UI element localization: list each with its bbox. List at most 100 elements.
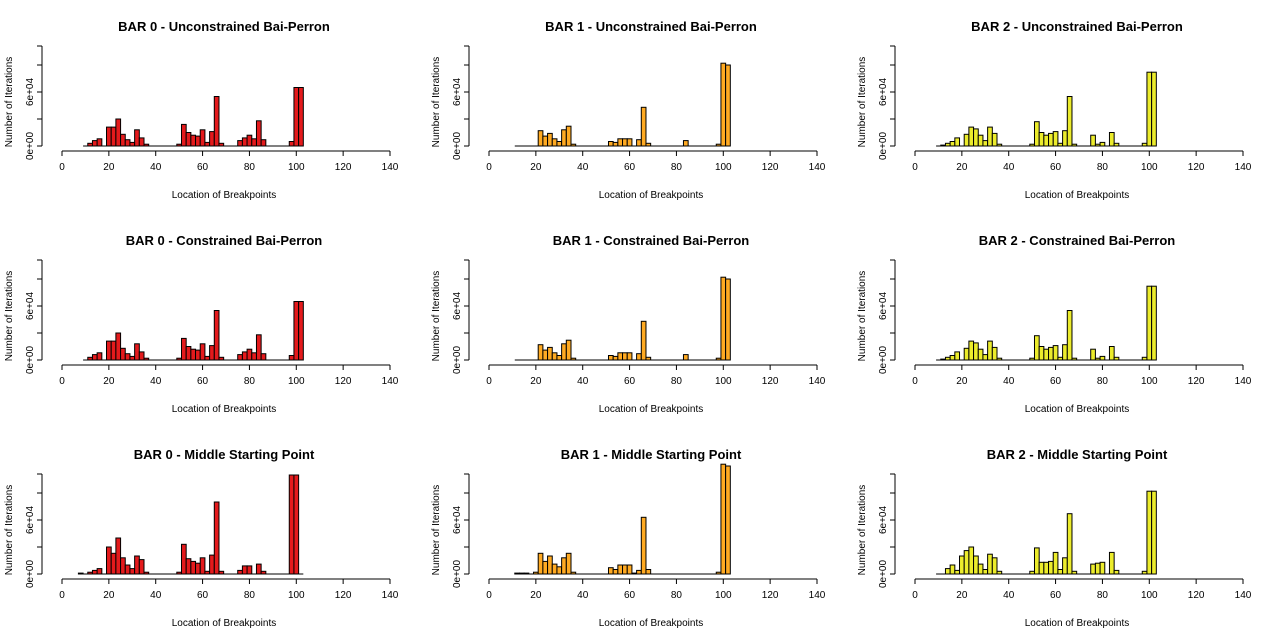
x-tick-label: 120 (762, 376, 779, 387)
histogram-bar (129, 568, 136, 575)
chart-title: BAR 1 - Unconstrained Bai-Perron (545, 19, 757, 34)
x-tick-label: 60 (624, 376, 636, 387)
y-tick-label: 6e+04 (878, 292, 889, 321)
histogram-bar (944, 568, 951, 575)
histogram-bar (607, 141, 614, 147)
y-tick-label: 6e+04 (878, 78, 889, 107)
histogram-bar (138, 559, 145, 575)
histogram-bar (1090, 563, 1096, 575)
chart-panel-0-2: BAR 2 - Unconstrained Bai-Perron 0 20 40 60 8… (857, 19, 1252, 201)
histogram-bar (110, 552, 117, 575)
x-tick-label: 0 (59, 376, 65, 387)
histogram-bar (180, 123, 187, 147)
histogram-bar (636, 569, 642, 575)
x-tick-label: 40 (150, 590, 162, 601)
histogram-bar (246, 348, 253, 361)
y-tick-label: 6e+04 (25, 78, 36, 107)
y-axis-label: Number of Iterations (4, 271, 15, 362)
histogram-bar (1033, 335, 1040, 361)
histogram-bar (195, 349, 201, 361)
chart-panel-1-0: BAR 0 - Constrained Bai-Perron 0 20 40 60 80 1… (4, 233, 399, 415)
histogram-bar (115, 118, 122, 147)
histogram-bar (968, 340, 975, 361)
histogram-bar (1090, 134, 1096, 147)
histogram-bar (982, 140, 989, 147)
chart-title: BAR 2 - Middle Starting Point (987, 447, 1168, 462)
chart-title: BAR 2 - Unconstrained Bai-Perron (971, 19, 1183, 34)
histogram-bar (1052, 551, 1059, 575)
histogram-bar (987, 340, 993, 361)
histogram-bar (547, 132, 553, 147)
chart-panel-2-0: BAR 0 - Middle Starting Point 0 20 40 60 80 10… (4, 447, 399, 629)
histogram-bar (565, 552, 572, 575)
histogram-bar (180, 337, 187, 361)
histogram-bar (968, 546, 975, 575)
x-tick-label: 80 (244, 376, 256, 387)
x-axis-label: Location of Breakpoints (1025, 404, 1130, 415)
y-tick-label: 0e+00 (452, 346, 463, 375)
histogram-bar (1066, 310, 1073, 361)
x-tick-label: 120 (762, 590, 779, 601)
histogram-bar (565, 125, 572, 147)
histogram-bar (134, 555, 140, 575)
y-axis-label: Number of Iterations (857, 57, 868, 148)
x-tick-label: 40 (150, 376, 162, 387)
histogram-bar (185, 558, 192, 575)
x-tick-label: 140 (809, 162, 826, 173)
histogram-bar (547, 555, 553, 575)
histogram-bar (720, 62, 727, 147)
x-tick-label: 120 (762, 162, 779, 173)
y-tick-label: 0e+00 (452, 132, 463, 161)
x-tick-label: 0 (59, 162, 65, 173)
histogram-bar (1062, 557, 1068, 575)
x-tick-label: 80 (1097, 376, 1109, 387)
x-tick-label: 100 (288, 376, 305, 387)
histogram-bar (209, 554, 215, 575)
histogram-bar (973, 128, 979, 147)
x-tick-label: 20 (956, 590, 968, 601)
histogram-bar (612, 141, 619, 147)
histogram-bar (209, 345, 215, 361)
x-tick-label: 120 (335, 376, 352, 387)
histogram-bar (977, 134, 984, 147)
histogram-bar (237, 140, 243, 147)
y-tick-label: 0e+00 (452, 560, 463, 589)
histogram-bar (1108, 132, 1115, 147)
x-tick-label: 140 (809, 590, 826, 601)
x-tick-label: 100 (288, 590, 305, 601)
x-tick-label: 100 (1141, 162, 1158, 173)
x-tick-label: 140 (1235, 162, 1252, 173)
histogram-bar (129, 141, 136, 147)
histogram-bar (1038, 132, 1045, 147)
histogram-bar (241, 351, 248, 361)
y-tick-label: 6e+04 (452, 292, 463, 321)
histogram-bar (195, 562, 201, 575)
chart-panel-0-0: BAR 0 - Unconstrained Bai-Perron 0 20 40 60 8… (4, 19, 399, 201)
histogram-bar (120, 133, 126, 147)
histogram-bar (134, 343, 140, 361)
histogram-bar (293, 474, 300, 575)
histogram-bar (185, 346, 192, 361)
histogram-bar (622, 138, 628, 147)
histogram-bar (959, 555, 965, 575)
x-tick-label: 120 (1188, 590, 1205, 601)
chart-panel-1-1: BAR 1 - Constrained Bai-Perron 0 20 40 60 80 1… (431, 233, 826, 415)
histogram-bar (91, 569, 98, 575)
histogram-bar (963, 550, 970, 575)
histogram-bar (204, 355, 211, 361)
x-tick-label: 20 (956, 376, 968, 387)
y-tick-label: 0e+00 (25, 346, 36, 375)
histogram-bar (556, 141, 563, 147)
histogram-bar (246, 565, 253, 575)
histogram-bar (1052, 131, 1059, 147)
histogram-bar (120, 557, 126, 575)
chart-title: BAR 1 - Constrained Bai-Perron (553, 233, 750, 248)
y-tick-label: 0e+00 (25, 132, 36, 161)
x-tick-label: 40 (1003, 162, 1015, 173)
histogram-bar (1151, 285, 1157, 361)
histogram-bar (204, 141, 211, 147)
x-tick-label: 20 (956, 162, 968, 173)
x-tick-label: 140 (382, 376, 399, 387)
histogram-bar (561, 343, 567, 361)
x-axis-label: Location of Breakpoints (172, 190, 277, 201)
